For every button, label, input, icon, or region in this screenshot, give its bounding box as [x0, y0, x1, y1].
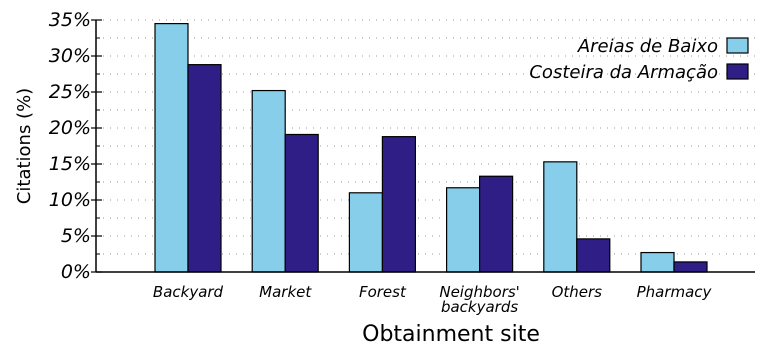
bar-costeira: [187, 64, 222, 273]
y-tick-labels: 0% 5% 10% 15% 20% 25% 30% 35%: [49, 9, 91, 283]
x-tick-label: Backyard: [153, 283, 224, 301]
x-tick-label: Forest: [359, 283, 407, 301]
y-tick-label: 25%: [49, 81, 91, 103]
y-axis-title: Citations (%): [14, 88, 35, 204]
x-tick-label: Pharmacy: [637, 283, 713, 301]
y-tick-label: 20%: [49, 117, 91, 139]
x-tick-label: Market: [259, 283, 312, 301]
bar-areias: [446, 187, 481, 273]
axes: [91, 19, 755, 273]
x-tick-label: Others: [552, 283, 603, 301]
x-tick-label: backyards: [441, 298, 518, 316]
bar-costeira: [479, 175, 514, 273]
x-tick-label: Neighbors': [439, 283, 519, 301]
y-tick-label: 15%: [49, 153, 91, 175]
y-tick-label: 5%: [61, 225, 91, 247]
legend: Areias de Baixo Costeira da Armação: [529, 36, 749, 83]
y-tick-label: 0%: [61, 261, 91, 283]
bar-areias: [251, 89, 286, 273]
legend-label: Areias de Baixo: [577, 36, 718, 57]
y-tick-label: 10%: [49, 189, 91, 211]
bar-areias: [640, 251, 675, 273]
bar-costeira: [381, 136, 416, 273]
legend-label: Costeira da Armação: [529, 62, 718, 83]
bar-areias: [348, 192, 383, 273]
x-axis-title: Obtainment site: [362, 322, 540, 347]
bars: [154, 23, 708, 273]
grid-lines: [96, 19, 755, 255]
bar-areias: [154, 23, 189, 273]
bar-areias: [543, 161, 578, 273]
legend-swatch: [726, 63, 749, 80]
bar-costeira: [284, 133, 319, 273]
x-tick-labels: Backyard Market Forest Neighbors'backyards O…: [153, 283, 713, 316]
bar-costeira: [673, 261, 708, 273]
y-tick-label: 35%: [49, 9, 91, 31]
legend-swatch: [726, 37, 749, 54]
bar-costeira: [576, 238, 611, 273]
y-tick-label: 30%: [49, 45, 91, 67]
